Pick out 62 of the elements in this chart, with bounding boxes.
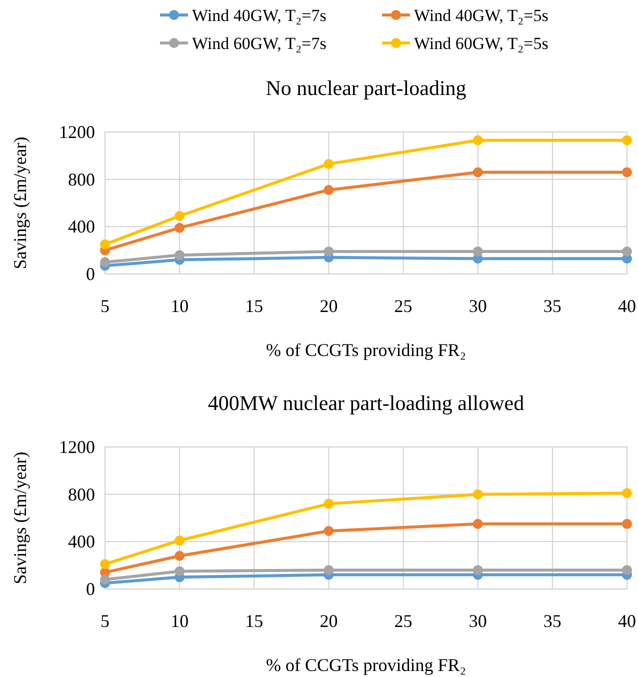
point	[324, 158, 334, 169]
point	[472, 518, 483, 529]
x-tick-label: 40	[618, 611, 636, 631]
point	[472, 167, 483, 178]
x-tick-label: 10	[170, 296, 189, 316]
point	[472, 135, 483, 146]
point	[174, 222, 185, 233]
x-tick-label: 5	[100, 296, 110, 316]
x-axis-title: % of CCGTs providing FR₂	[266, 655, 466, 675]
y-axis-title: Savings (£m/year)	[10, 136, 30, 270]
point	[472, 246, 483, 257]
x-axis-title: % of CCGTs providing FR₂	[266, 340, 466, 360]
y-tick-label: 400	[68, 216, 95, 237]
x-tick-label: 20	[320, 611, 338, 631]
x-tick-label: 30	[468, 611, 487, 631]
point	[174, 250, 185, 260]
x-tick-label: 25	[394, 611, 412, 631]
point	[174, 535, 185, 546]
legend-label: Wind 60GW, T₂=7s	[192, 34, 326, 53]
x-tick-label: 40	[618, 296, 636, 316]
x-tick-label: 10	[170, 611, 189, 631]
chart-title: 400MW nuclear part-loading allowed	[208, 391, 525, 415]
point	[472, 489, 483, 500]
y-tick-label: 400	[68, 532, 95, 552]
x-tick-label: 35	[543, 611, 562, 631]
chart-title: No nuclear part-loading	[266, 76, 467, 100]
legend-label: Wind 60GW, T₂=5s	[414, 34, 548, 53]
point	[324, 565, 334, 576]
y-tick-label: 1200	[59, 437, 95, 457]
y-tick-label: 800	[68, 484, 95, 504]
legend-label: Wind 40GW, T₂=7s	[192, 6, 326, 25]
point	[622, 488, 632, 498]
x-tick-label: 35	[543, 296, 562, 316]
point	[324, 184, 334, 195]
y-tick-label: 0	[86, 264, 95, 284]
x-tick-label: 30	[468, 296, 487, 316]
point	[100, 559, 110, 570]
point	[324, 498, 334, 509]
point	[100, 257, 110, 268]
point	[622, 246, 632, 257]
point	[100, 574, 110, 585]
y-axis-title: Savings (£m/year)	[10, 452, 30, 584]
y-tick-label: 0	[86, 579, 95, 599]
point	[622, 518, 632, 529]
point	[174, 566, 185, 576]
x-tick-label: 15	[245, 296, 264, 316]
point	[100, 239, 110, 250]
x-tick-label: 20	[320, 296, 338, 316]
point	[324, 246, 334, 257]
point	[472, 565, 483, 576]
point	[174, 550, 185, 561]
point	[174, 211, 185, 222]
point	[324, 526, 334, 536]
y-tick-label: 1200	[59, 122, 95, 142]
x-tick-label: 15	[245, 611, 264, 631]
y-tick-label: 800	[68, 169, 95, 190]
x-tick-label: 5	[100, 611, 110, 631]
legend-label: Wind 40GW, T₂=5s	[414, 6, 548, 25]
point	[622, 167, 632, 178]
point	[622, 135, 632, 146]
x-tick-label: 25	[394, 296, 412, 316]
point	[622, 565, 632, 576]
